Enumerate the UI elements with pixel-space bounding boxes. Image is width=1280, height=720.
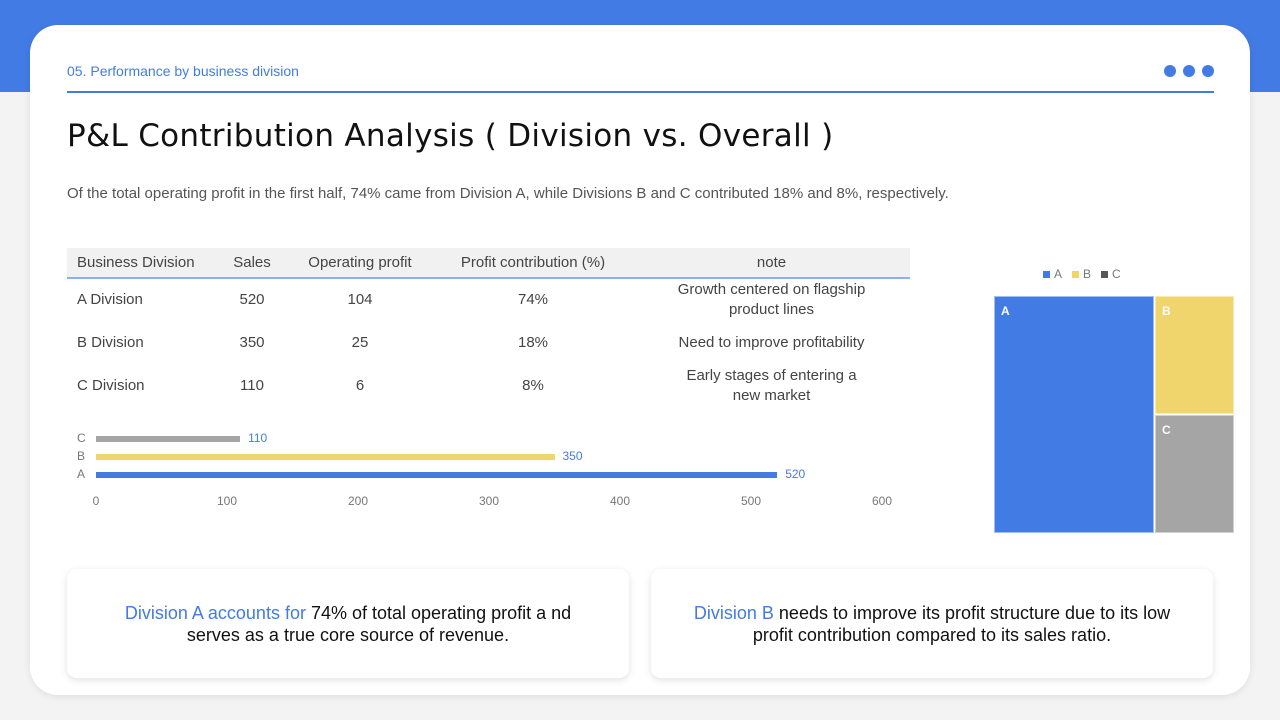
treemap-cell-c: C: [1155, 415, 1234, 533]
bar: [96, 454, 555, 460]
cell: B Division: [77, 333, 144, 351]
table-row: A Division 520 104 74% Growth centered o…: [67, 278, 910, 321]
legend-swatch: [1072, 270, 1080, 278]
cell: 104: [347, 291, 373, 308]
cell: Early stages of entering a new market: [686, 366, 857, 404]
bar-value-label: 520: [785, 467, 806, 481]
insight-card-b: Division B needs to improve its profit s…: [651, 569, 1213, 678]
legend-label: C: [1112, 267, 1121, 281]
cell: Growth centered on flagship product line…: [677, 281, 866, 318]
insight-body: needs to improve its profit structure du…: [752, 602, 1171, 645]
legend-item-c: C: [1101, 267, 1121, 281]
cell: 18%: [517, 333, 549, 351]
legend-swatch: [1043, 270, 1050, 278]
legend-swatch: [1101, 270, 1109, 278]
dot: [1202, 65, 1214, 77]
bar-category-label: A: [77, 467, 86, 481]
x-axis-tick: 300: [478, 494, 500, 508]
x-axis-tick: 500: [740, 494, 762, 508]
col-header: note: [633, 248, 910, 279]
insight-body: 74% of total operating profit a nd serve…: [186, 602, 572, 645]
x-axis-tick: 400: [609, 494, 631, 508]
treemap-legend: A B C: [1043, 267, 1121, 281]
legend-label: B: [1083, 267, 1092, 281]
cell: 25: [351, 333, 369, 351]
section-header: 05. Performance by business division: [67, 61, 1214, 93]
profit-treemap: A B C: [994, 296, 1234, 533]
cell: Need to improve profitability: [678, 333, 865, 351]
dot: [1183, 65, 1195, 77]
slide-card: 05. Performance by business division P&L…: [30, 25, 1250, 695]
col-header: Profit contribution (%): [433, 248, 633, 279]
table-row: B Division 350 25 18% Need to improve pr…: [67, 321, 910, 364]
cell: 6: [355, 376, 365, 394]
x-axis-tick: 200: [347, 494, 369, 508]
col-header: Business Division: [67, 248, 217, 279]
sales-bar-chart: C 110 B 350 A 520 0 100 200 300 400 500 600: [67, 430, 910, 525]
x-axis-tick: 600: [871, 494, 893, 508]
bar-row-c: C 110: [67, 431, 910, 446]
bar: [96, 436, 241, 442]
page-subtitle: Of the total operating profit in the fir…: [67, 185, 949, 202]
legend-item-b: B: [1072, 267, 1091, 281]
bar-category-label: C: [77, 431, 86, 445]
bar-value-label: 350: [562, 449, 583, 463]
page-title: P&L Contribution Analysis ( Division vs.…: [67, 118, 834, 154]
treemap-cell-b: B: [1155, 296, 1234, 414]
three-dots-icon[interactable]: [1164, 65, 1214, 77]
col-header: Sales: [217, 248, 287, 279]
col-header: Operating profit: [287, 248, 433, 279]
cell: 110: [240, 376, 264, 394]
table-row: C Division 110 6 8% Early stages of ente…: [67, 364, 910, 407]
bar-value-label: 110: [248, 431, 268, 445]
legend-label: A: [1054, 267, 1063, 281]
x-axis-tick: 100: [216, 494, 238, 508]
cell: A Division: [77, 291, 143, 308]
bar: [96, 472, 778, 478]
bar-row-a: A 520: [67, 467, 910, 482]
insight-highlight: Division A accounts for: [124, 602, 306, 623]
insight-text: Division B needs to improve its profit s…: [691, 602, 1173, 646]
bar-row-b: B 350: [67, 449, 910, 464]
cell: 74%: [517, 291, 549, 308]
x-axis-tick: 0: [92, 494, 100, 508]
dot: [1164, 65, 1176, 77]
cell: 350: [239, 333, 265, 351]
insight-highlight: Division B: [693, 602, 774, 623]
legend-item-a: A: [1043, 267, 1062, 281]
cell: 520: [239, 291, 265, 308]
pl-table: Business Division Sales Operating profit…: [67, 248, 910, 407]
bar-category-label: B: [77, 449, 86, 463]
treemap-cell-a: A: [994, 296, 1154, 533]
insight-text: Division A accounts for 74% of total ope…: [107, 602, 589, 646]
cell: 8%: [522, 376, 544, 394]
insight-card-a: Division A accounts for 74% of total ope…: [67, 569, 629, 678]
table-header-row: Business Division Sales Operating profit…: [67, 248, 910, 279]
section-label: 05. Performance by business division: [67, 63, 299, 79]
cell: C Division: [77, 376, 145, 394]
